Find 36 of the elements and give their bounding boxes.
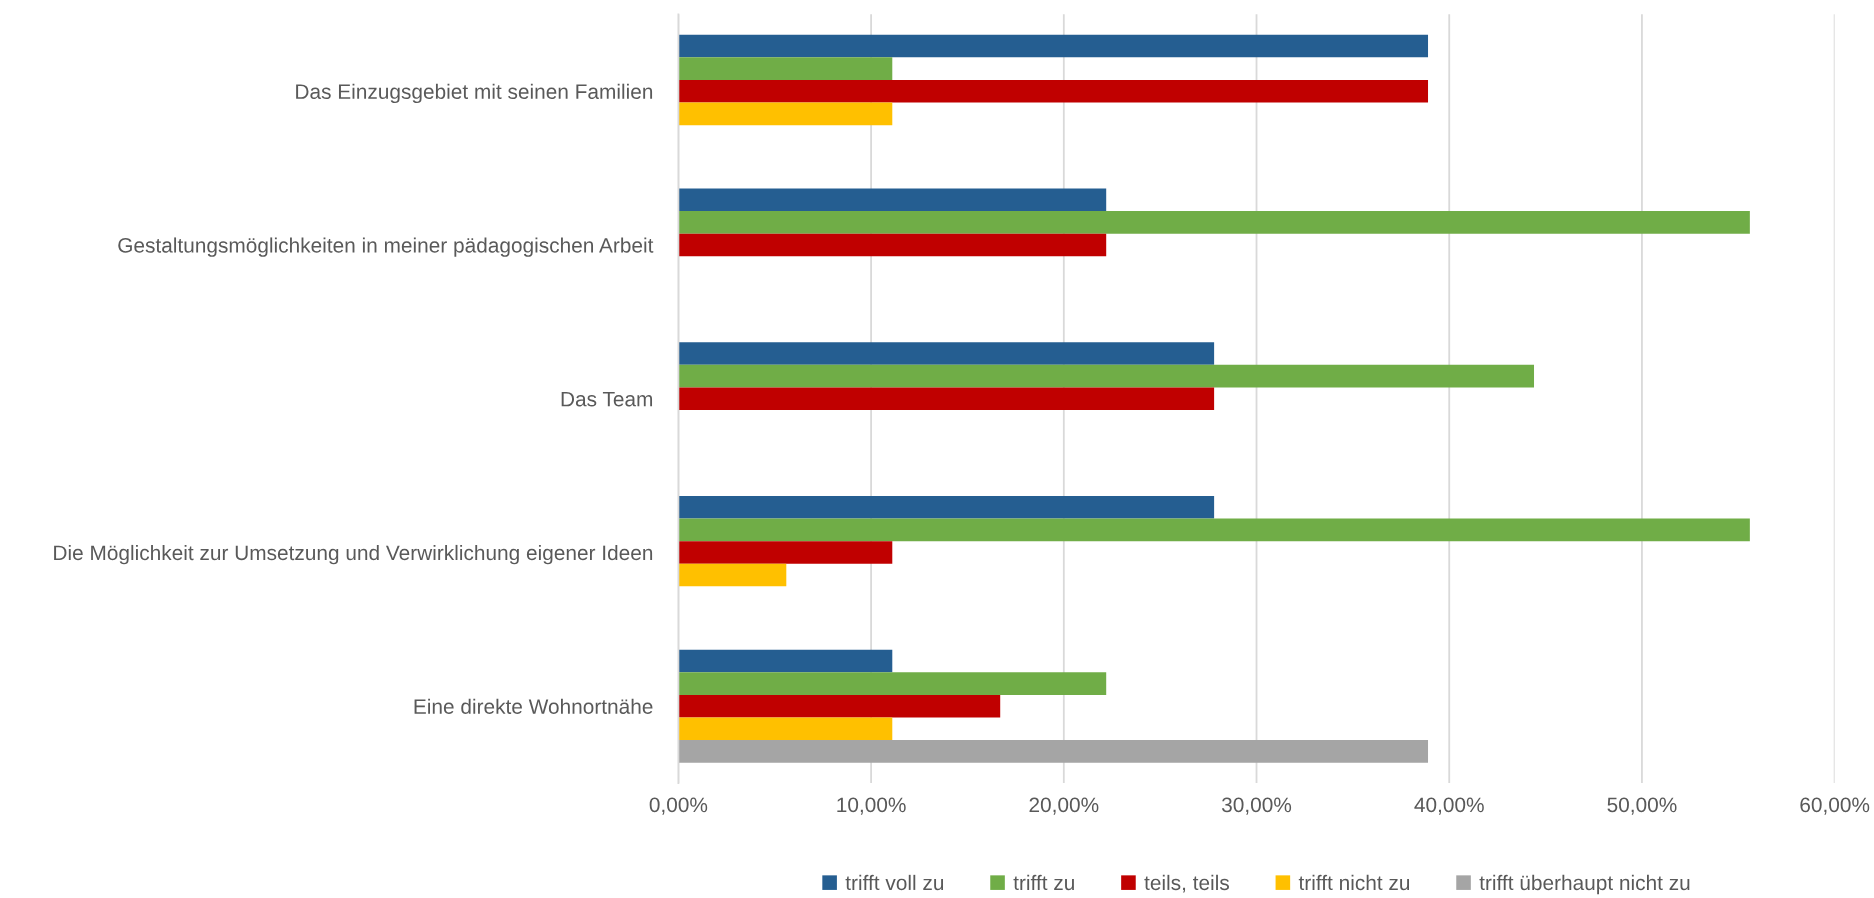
bar xyxy=(678,342,1215,365)
x-tick-label: 30,00% xyxy=(1221,797,1292,815)
y-tick-label: Die Möglichkeit zur Umsetzung und Verwirklichung eigener Ideen xyxy=(54,544,653,565)
legend-label: teils, teils xyxy=(1144,874,1229,893)
y-tick-label: Gestaltungsmöglichkeiten in meiner pädagogischen Arbeit xyxy=(118,237,654,257)
bar xyxy=(678,34,1429,58)
bar xyxy=(678,740,1429,763)
x-tick-label: 0,00% xyxy=(649,797,708,815)
legend-label: trifft nicht zu xyxy=(1298,874,1410,891)
bar xyxy=(678,102,893,126)
bar xyxy=(678,717,893,741)
x-tick-label: 20,00% xyxy=(1029,797,1099,815)
bar xyxy=(678,364,1535,388)
y-tick-label: Das Team xyxy=(561,391,653,407)
x-tick-label: 10,00% xyxy=(837,797,906,815)
bar xyxy=(678,694,1001,718)
bar xyxy=(678,57,893,80)
y-tick-label: Das Einzugsgebiet mit seinen Familien xyxy=(296,83,653,104)
bar xyxy=(678,387,1215,411)
bar xyxy=(678,649,893,673)
bar xyxy=(678,79,1429,103)
bar xyxy=(678,672,1107,695)
x-tick-label: 60,00% xyxy=(1800,797,1870,815)
legend-label: trifft voll zu xyxy=(845,874,944,891)
bar xyxy=(678,233,1107,257)
legend-label: trifft überhaupt nicht zu xyxy=(1479,874,1690,895)
bar xyxy=(678,211,1750,234)
bar xyxy=(678,541,893,564)
bar xyxy=(678,495,1215,519)
y-tick-label: Eine direkte Wohnortnähe xyxy=(414,698,653,714)
bar xyxy=(678,188,1107,212)
bar xyxy=(678,563,787,587)
bar xyxy=(678,518,1750,542)
legend-label: trifft zu xyxy=(1013,874,1074,891)
x-tick-label: 40,00% xyxy=(1414,797,1484,815)
x-tick-label: 50,00% xyxy=(1607,797,1677,815)
